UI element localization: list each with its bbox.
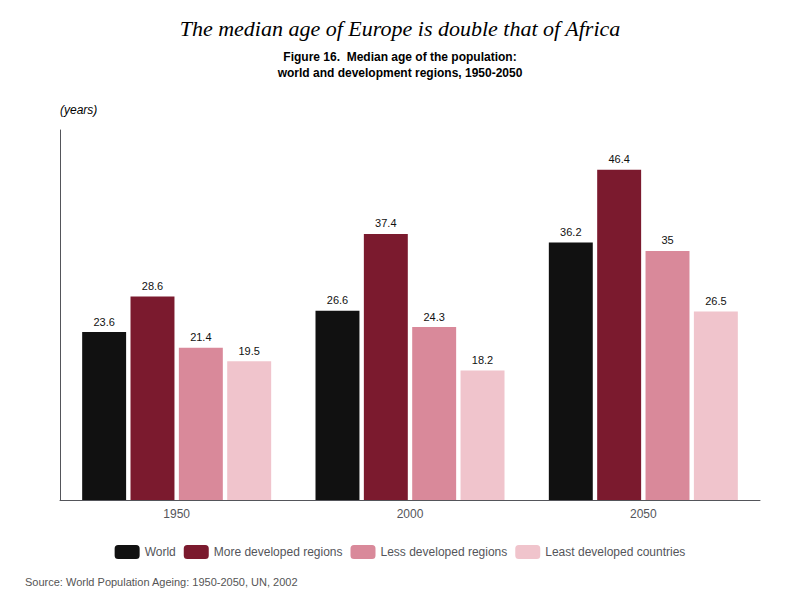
svg-text:Least developed countries: Least developed countries (545, 545, 685, 559)
svg-text:23.6: 23.6 (93, 316, 114, 328)
svg-text:37.4: 37.4 (375, 217, 396, 229)
svg-text:26.5: 26.5 (705, 295, 726, 307)
svg-text:21.4: 21.4 (190, 331, 211, 343)
svg-text:The median age of Europe is do: The median age of Europe is double that … (180, 16, 621, 41)
svg-text:Less developed regions: Less developed regions (381, 545, 508, 559)
svg-text:(years): (years) (60, 103, 97, 117)
svg-text:19.5: 19.5 (238, 345, 259, 357)
svg-text:24.3: 24.3 (423, 311, 444, 323)
svg-text:More developed regions: More developed regions (214, 545, 343, 559)
svg-text:28.6: 28.6 (142, 280, 163, 292)
svg-text:2050: 2050 (630, 507, 657, 521)
svg-text:36.2: 36.2 (560, 226, 581, 238)
svg-text:1950: 1950 (163, 507, 190, 521)
svg-text:Source: World Population Agein: Source: World Population Ageing: 1950-20… (25, 576, 298, 588)
svg-text:26.6: 26.6 (327, 294, 348, 306)
svg-text:46.4: 46.4 (608, 153, 629, 165)
svg-text:World: World (145, 545, 176, 559)
svg-text:2000: 2000 (397, 507, 424, 521)
svg-text:35: 35 (661, 234, 673, 246)
svg-text:world and development regions,: world and development regions, 1950-2050 (277, 66, 523, 80)
svg-text:18.2: 18.2 (472, 354, 493, 366)
svg-text:Figure 16. Median age of the: Figure 16. Median age of the population: (283, 50, 516, 64)
